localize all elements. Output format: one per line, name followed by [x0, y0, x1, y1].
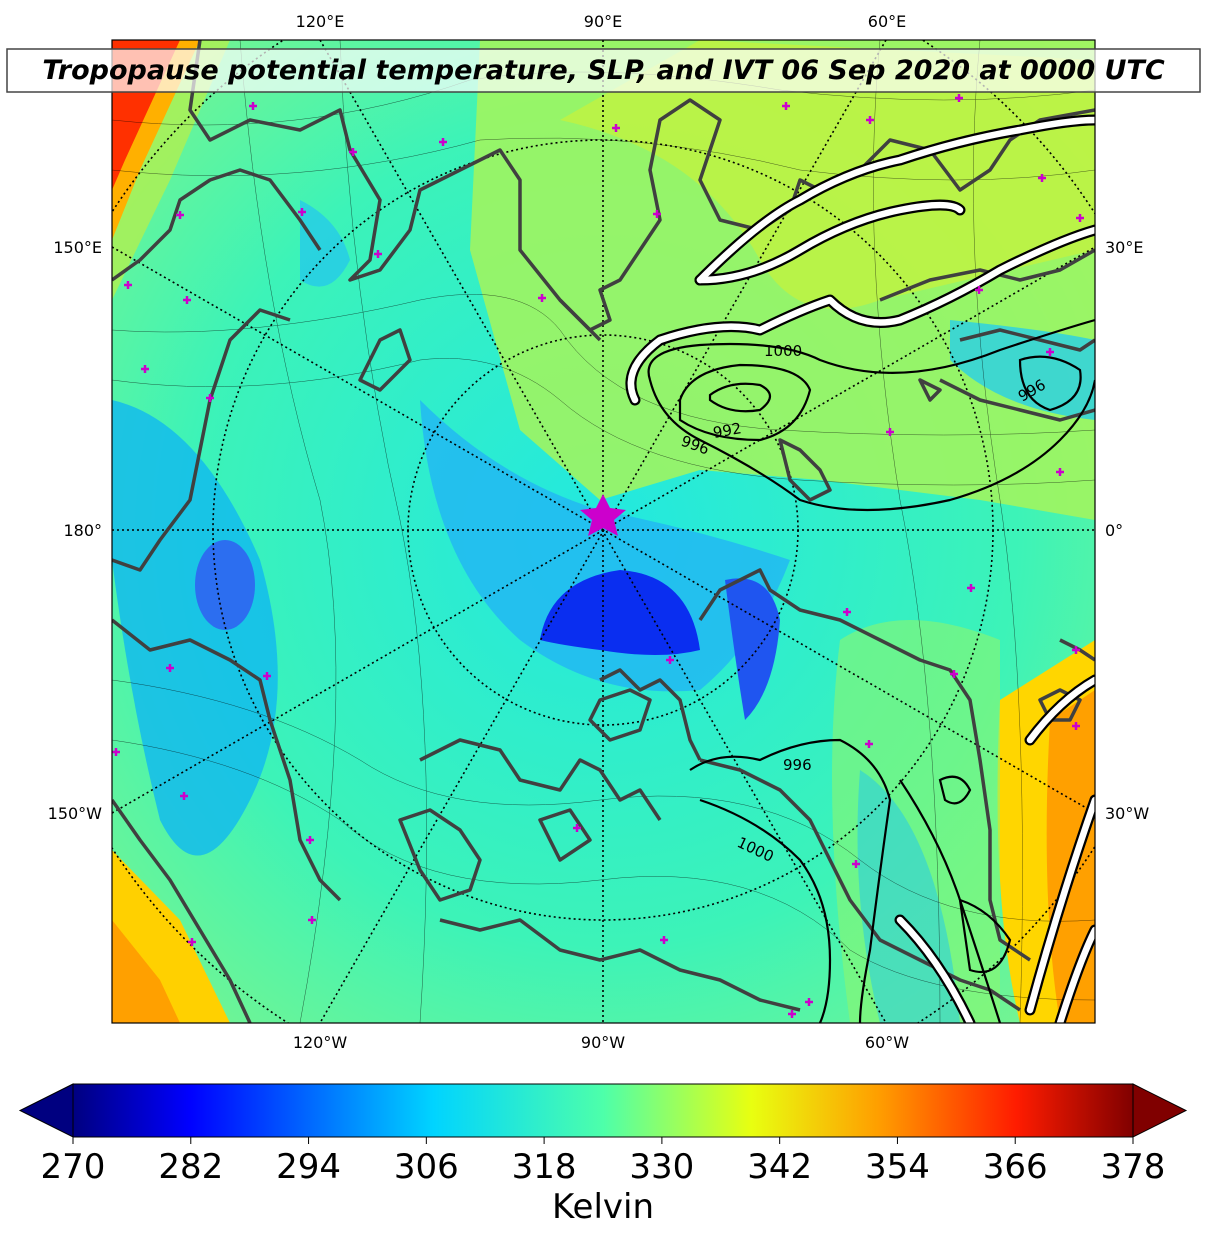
slp-label: 996	[783, 756, 812, 774]
right-label: 30°W	[1105, 804, 1149, 823]
colorbar-tick-label: 342	[747, 1147, 812, 1187]
colorbar-ticks: 270 282 294 306 318 330 342 354 366 378	[41, 1137, 1166, 1187]
station-markers	[112, 94, 1084, 1018]
bottom-label: 120°W	[293, 1033, 348, 1052]
left-label: 150°W	[48, 804, 103, 823]
hotter-region-southwest	[112, 920, 180, 1023]
title-box: Tropopause potential temperature, SLP, a…	[6, 48, 1201, 93]
cold-region-center	[420, 400, 790, 692]
slp-label: 992	[712, 419, 743, 442]
axis-labels: 120°E 90°E 60°E 120°W 90°W 60°W 150°E 18…	[48, 12, 1150, 1052]
chart-title: Tropopause potential temperature, SLP, a…	[42, 55, 1165, 86]
colorbar: 270 282 294 306 318 330 342 354 366 378 Kelvin	[18, 1083, 1188, 1227]
colorbar-tick-label: 306	[394, 1147, 459, 1187]
right-label: 30°E	[1105, 238, 1143, 257]
colorbar-extend-min	[18, 1083, 74, 1138]
slp-contours	[647, 318, 1095, 1023]
cold-blob-north	[300, 200, 350, 287]
cold-tongue-pole	[725, 578, 780, 720]
bottom-label: 90°W	[581, 1033, 625, 1052]
colorbar-gradient	[73, 1084, 1133, 1137]
bottom-label: 60°W	[865, 1033, 909, 1052]
colorbar-tick-label: 294	[276, 1147, 341, 1187]
slp-label: 1000	[764, 342, 802, 360]
top-label: 60°E	[868, 12, 906, 31]
colorbar-tick-label: 282	[158, 1147, 223, 1187]
left-label: 180°	[63, 521, 102, 540]
colorbar-extend-max	[1132, 1083, 1188, 1138]
colorbar-label: Kelvin	[552, 1187, 654, 1227]
colorbar-tick-label: 378	[1101, 1147, 1166, 1187]
colorbar-tick-label: 270	[41, 1147, 106, 1187]
cold-core-west	[195, 540, 255, 630]
map-frame	[111, 39, 1096, 1024]
right-label: 0°	[1105, 521, 1123, 540]
ivt-contours	[625, 114, 1095, 1023]
colorbar-frame	[72, 1083, 1134, 1138]
cold-core-pole	[540, 570, 700, 655]
star-marker	[580, 494, 626, 536]
colorbar-tick-label: 330	[629, 1147, 694, 1187]
cold-region-west	[112, 400, 278, 856]
map-panel: 1000 996 992 996 996 1000	[112, 40, 1095, 1023]
top-label: 90°E	[584, 12, 622, 31]
warmer-region-north	[560, 40, 1095, 309]
colorbar-tick-label: 366	[983, 1147, 1048, 1187]
colorbar-tick-label: 354	[865, 1147, 930, 1187]
left-label: 150°E	[53, 238, 102, 257]
top-label: 120°E	[296, 12, 345, 31]
colorbar-tick-label: 318	[512, 1147, 577, 1187]
